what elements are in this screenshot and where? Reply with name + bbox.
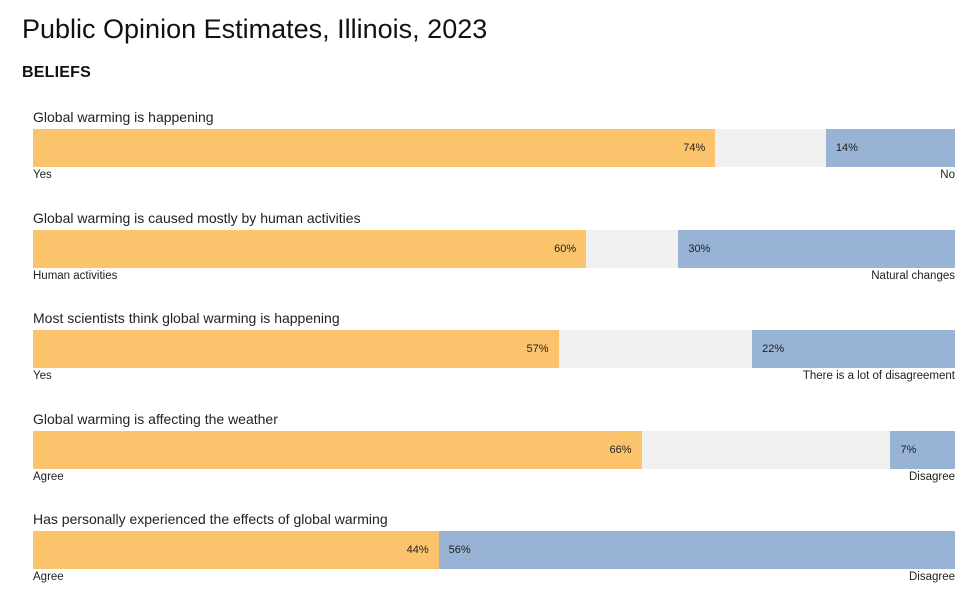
page-title: Public Opinion Estimates, Illinois, 2023 — [22, 14, 488, 44]
right-category-label: Natural changes — [871, 269, 955, 282]
left-category-label: Human activities — [33, 269, 118, 282]
question-label: Global warming is caused mostly by human… — [33, 209, 361, 226]
right-category-label: Disagree — [908, 571, 955, 583]
bar-positive — [33, 330, 559, 368]
stacked-bar: 74% 14% — [33, 129, 955, 167]
question-label: Global warming is happening — [33, 109, 214, 125]
right-category-label: There is a lot of disagreement — [802, 370, 955, 382]
right-category-label: No — [940, 169, 955, 181]
value-label-positive: 57% — [526, 343, 549, 355]
left-category-label: Yes — [33, 169, 52, 181]
stacked-bar: 44% 56% — [33, 531, 955, 569]
bar-positive — [33, 129, 716, 167]
question-label: Global warming is affecting the weather — [33, 410, 278, 427]
bar-positive — [33, 531, 439, 569]
left-category-label: Agree — [33, 470, 64, 483]
value-label-negative: 56% — [448, 544, 471, 556]
section-heading: BELIEFS — [22, 64, 91, 81]
value-label-positive: 66% — [609, 443, 632, 456]
right-category-label: Disagree — [908, 470, 955, 483]
chart-row: Global warming is happening 74% 14% Yes … — [33, 108, 955, 209]
value-label-negative: 14% — [835, 142, 858, 154]
value-label-negative: 7% — [900, 443, 917, 456]
bar-negative — [752, 330, 955, 368]
stacked-bar: 66% 7% — [33, 430, 955, 469]
value-label-negative: 22% — [762, 343, 785, 355]
value-label-positive: 44% — [406, 544, 429, 556]
bar-negative — [825, 129, 955, 167]
bar-negative — [438, 531, 955, 569]
question-label: Most scientists think global warming is … — [33, 310, 340, 326]
value-label-negative: 30% — [688, 242, 711, 255]
left-category-label: Yes — [33, 370, 52, 382]
stacked-bar: 57% 22% — [33, 330, 955, 368]
value-label-positive: 60% — [554, 242, 577, 255]
stacked-bar: 60% 30% — [33, 229, 955, 268]
bar-negative — [678, 229, 955, 268]
chart-row: Most scientists think global warming is … — [33, 309, 955, 410]
chart-row: Global warming is affecting the weather … — [33, 410, 955, 511]
chart-row: Has personally experienced the effects o… — [33, 510, 955, 611]
bar-positive — [33, 229, 587, 268]
chart-rows: Global warming is happening 74% 14% Yes … — [33, 108, 955, 611]
value-label-positive: 74% — [683, 142, 706, 154]
bar-negative — [890, 430, 955, 469]
left-category-label: Agree — [33, 571, 64, 583]
question-label: Has personally experienced the effects o… — [33, 511, 388, 527]
chart-row: Global warming is caused mostly by human… — [33, 209, 955, 310]
bar-positive — [33, 430, 642, 469]
